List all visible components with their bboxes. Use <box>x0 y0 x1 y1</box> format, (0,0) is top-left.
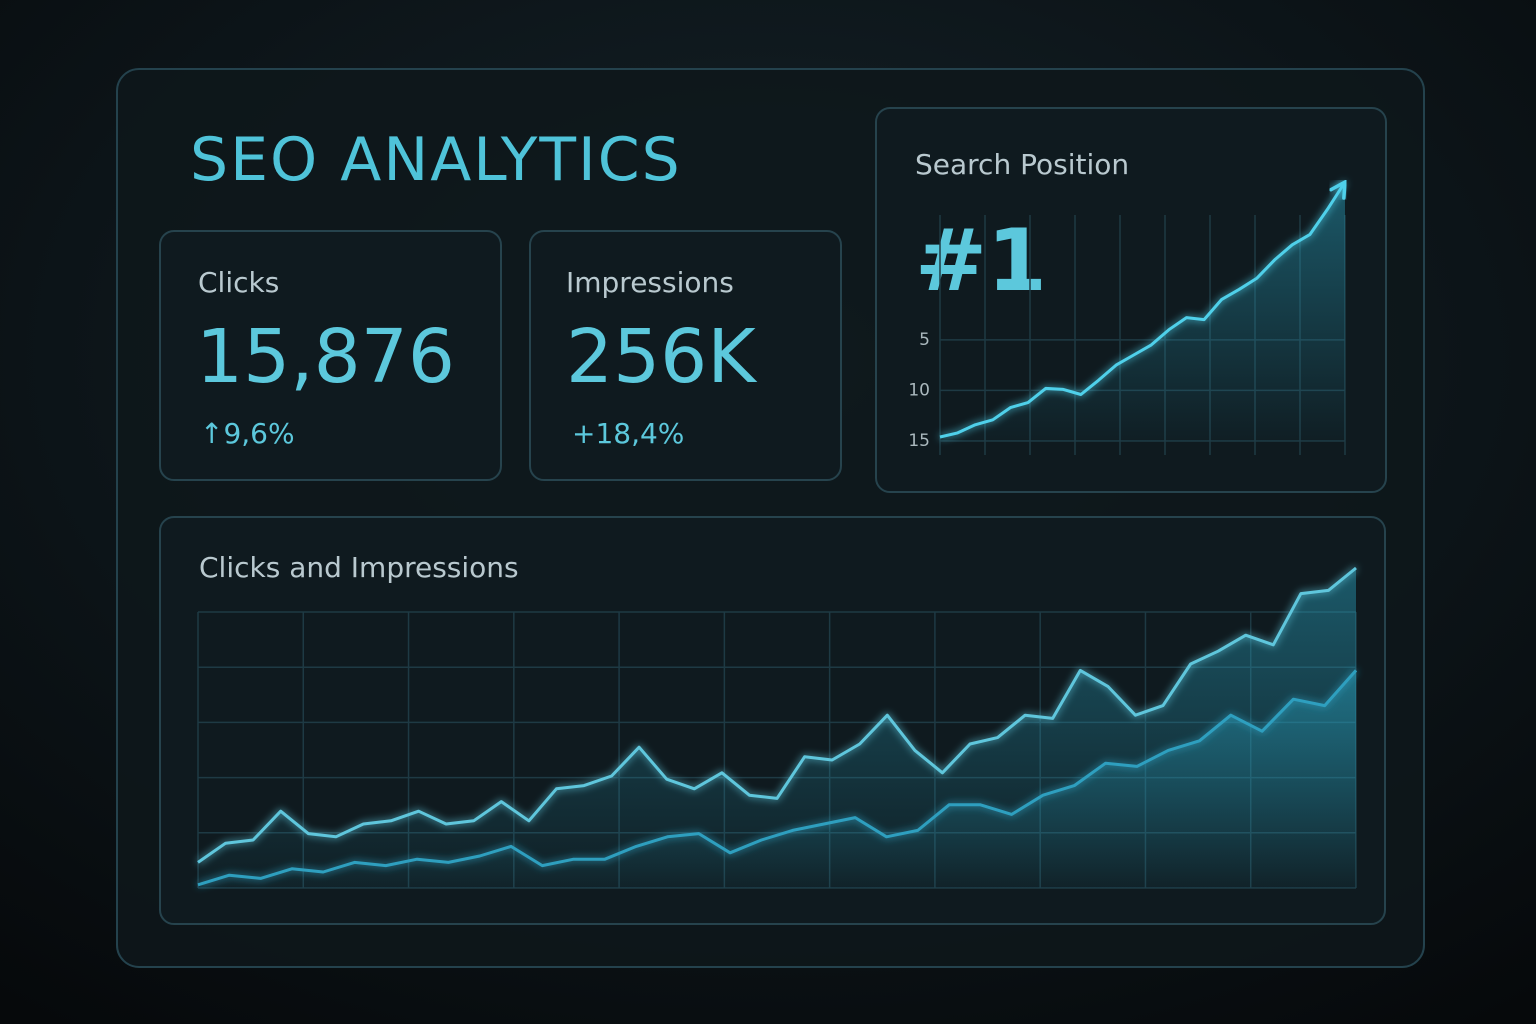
card <box>159 230 502 481</box>
chart-title: Clicks and Impressions <box>199 551 519 584</box>
y-tick-label: 10 <box>908 380 930 400</box>
line <box>197 566 1357 864</box>
card <box>529 230 842 481</box>
line <box>197 669 1358 887</box>
line <box>939 181 1347 439</box>
area <box>198 670 1356 888</box>
card-change: +18,4% <box>572 417 684 450</box>
card-label: Clicks <box>198 266 279 299</box>
title: SEO ANALYTICS <box>190 125 682 195</box>
card-label: Impressions <box>566 266 734 299</box>
y-tick-label: 5 <box>919 330 930 350</box>
chart-title: Search Position <box>915 148 1129 181</box>
area <box>940 182 1345 441</box>
arrow-head <box>1329 178 1347 200</box>
y-tick-label: 15 <box>908 431 930 451</box>
card-value: 256K <box>566 314 758 400</box>
card-value: 15,876 <box>196 314 455 400</box>
headline: #1 <box>915 211 1047 311</box>
card-change: ↑9,6% <box>200 417 295 450</box>
